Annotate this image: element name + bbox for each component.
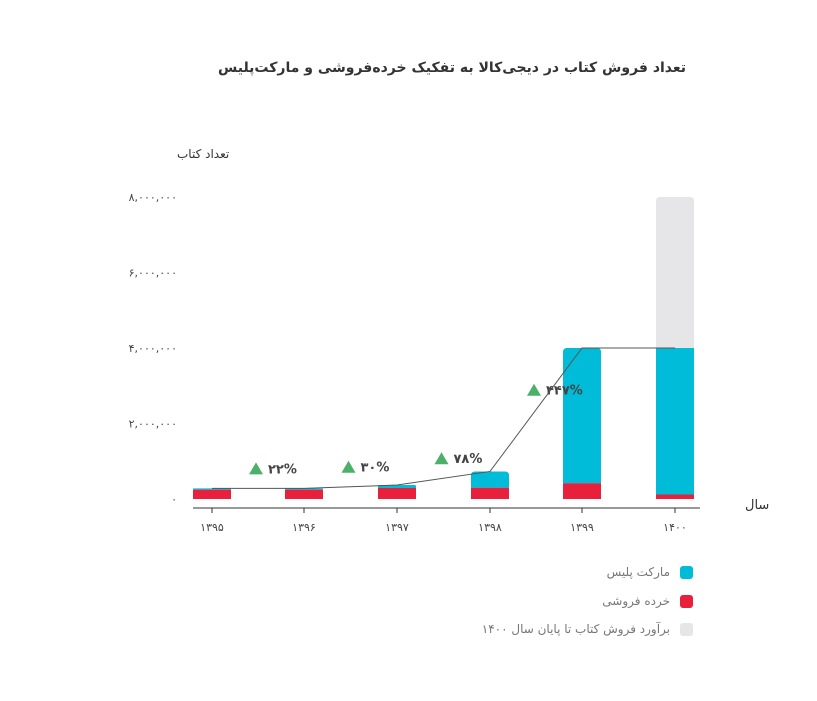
growth-label: ۲۲% (268, 462, 297, 477)
legend-swatch-marketplace (680, 565, 693, 579)
legend-label-marketplace: مارکت پلیس (606, 565, 670, 579)
legend-label-retail: خرده فروشی (602, 594, 670, 608)
trend-line (212, 347, 675, 489)
x-tick-label: ۱۳۹۵ (200, 521, 224, 534)
x-tick-label: ۱۳۹۹ (570, 521, 594, 534)
bar-segment (471, 471, 509, 488)
legend-item-marketplace: مارکت پلیس (607, 565, 693, 579)
bar-segment (378, 488, 416, 499)
bars (193, 197, 694, 499)
growth-labels: ۲۲% ۳۰% ۷۸% ۴۴۷% (249, 383, 583, 477)
x-tick-label: ۱۳۹۷ (385, 521, 409, 534)
legend-swatch-retail (680, 594, 693, 608)
x-tick-label: ۱۳۹۶ (292, 521, 316, 534)
bar-segment (656, 348, 694, 495)
growth-up-icon (527, 383, 541, 396)
growth-label: ۴۴۷% (546, 384, 583, 399)
bar-segment (193, 489, 231, 499)
growth-up-icon (434, 452, 449, 465)
legend-label-estimate: برآورد فروش کتاب تا پایان سال ۱۴۰۰ (481, 622, 670, 636)
x-tick-label: ۱۴۰۰ (663, 521, 687, 534)
growth-label: ۷۸% (454, 452, 483, 467)
y-tick-label: ۲,۰۰۰,۰۰۰ (129, 418, 177, 431)
y-tick-label: ۰ (171, 493, 177, 506)
x-ticks: ۱۳۹۵ ۱۳۹۶ ۱۳۹۷ ۱۳۹۸ ۱۳۹۹ ۱۴۰۰ (200, 508, 687, 534)
y-ticks: ۰ ۲,۰۰۰,۰۰۰ ۴,۰۰۰,۰۰۰ ۶,۰۰۰,۰۰۰ ۸,۰۰۰,۰۰۰ (129, 191, 177, 506)
y-tick-label: ۴,۰۰۰,۰۰۰ (129, 342, 177, 355)
bar-segment (563, 348, 601, 484)
trend (212, 347, 675, 489)
bar-segment (656, 494, 694, 499)
chart-title: تعداد فروش کتاب در دیجی‌کالا به تفکیک خر… (218, 60, 686, 76)
bar-segment (656, 197, 694, 348)
bar-segment (285, 489, 323, 499)
y-tick-label: ۶,۰۰۰,۰۰۰ (129, 267, 177, 280)
growth-up-icon (341, 460, 356, 473)
legend-item-estimate: برآورد فروش کتاب تا پایان سال ۱۴۰۰ (482, 622, 693, 636)
bar-segment (471, 487, 509, 499)
x-axis-label: سال (745, 498, 769, 513)
growth-label: ۳۰% (361, 461, 390, 476)
y-tick-label: ۸,۰۰۰,۰۰۰ (129, 191, 177, 204)
x-tick-label: ۱۳۹۸ (478, 521, 502, 534)
legend-swatch-estimate (680, 622, 693, 636)
growth-up-icon (249, 462, 263, 475)
bar-segment (563, 483, 601, 499)
y-axis-label: تعداد کتاب (177, 147, 229, 161)
legend-item-retail: خرده فروشی (602, 594, 693, 608)
